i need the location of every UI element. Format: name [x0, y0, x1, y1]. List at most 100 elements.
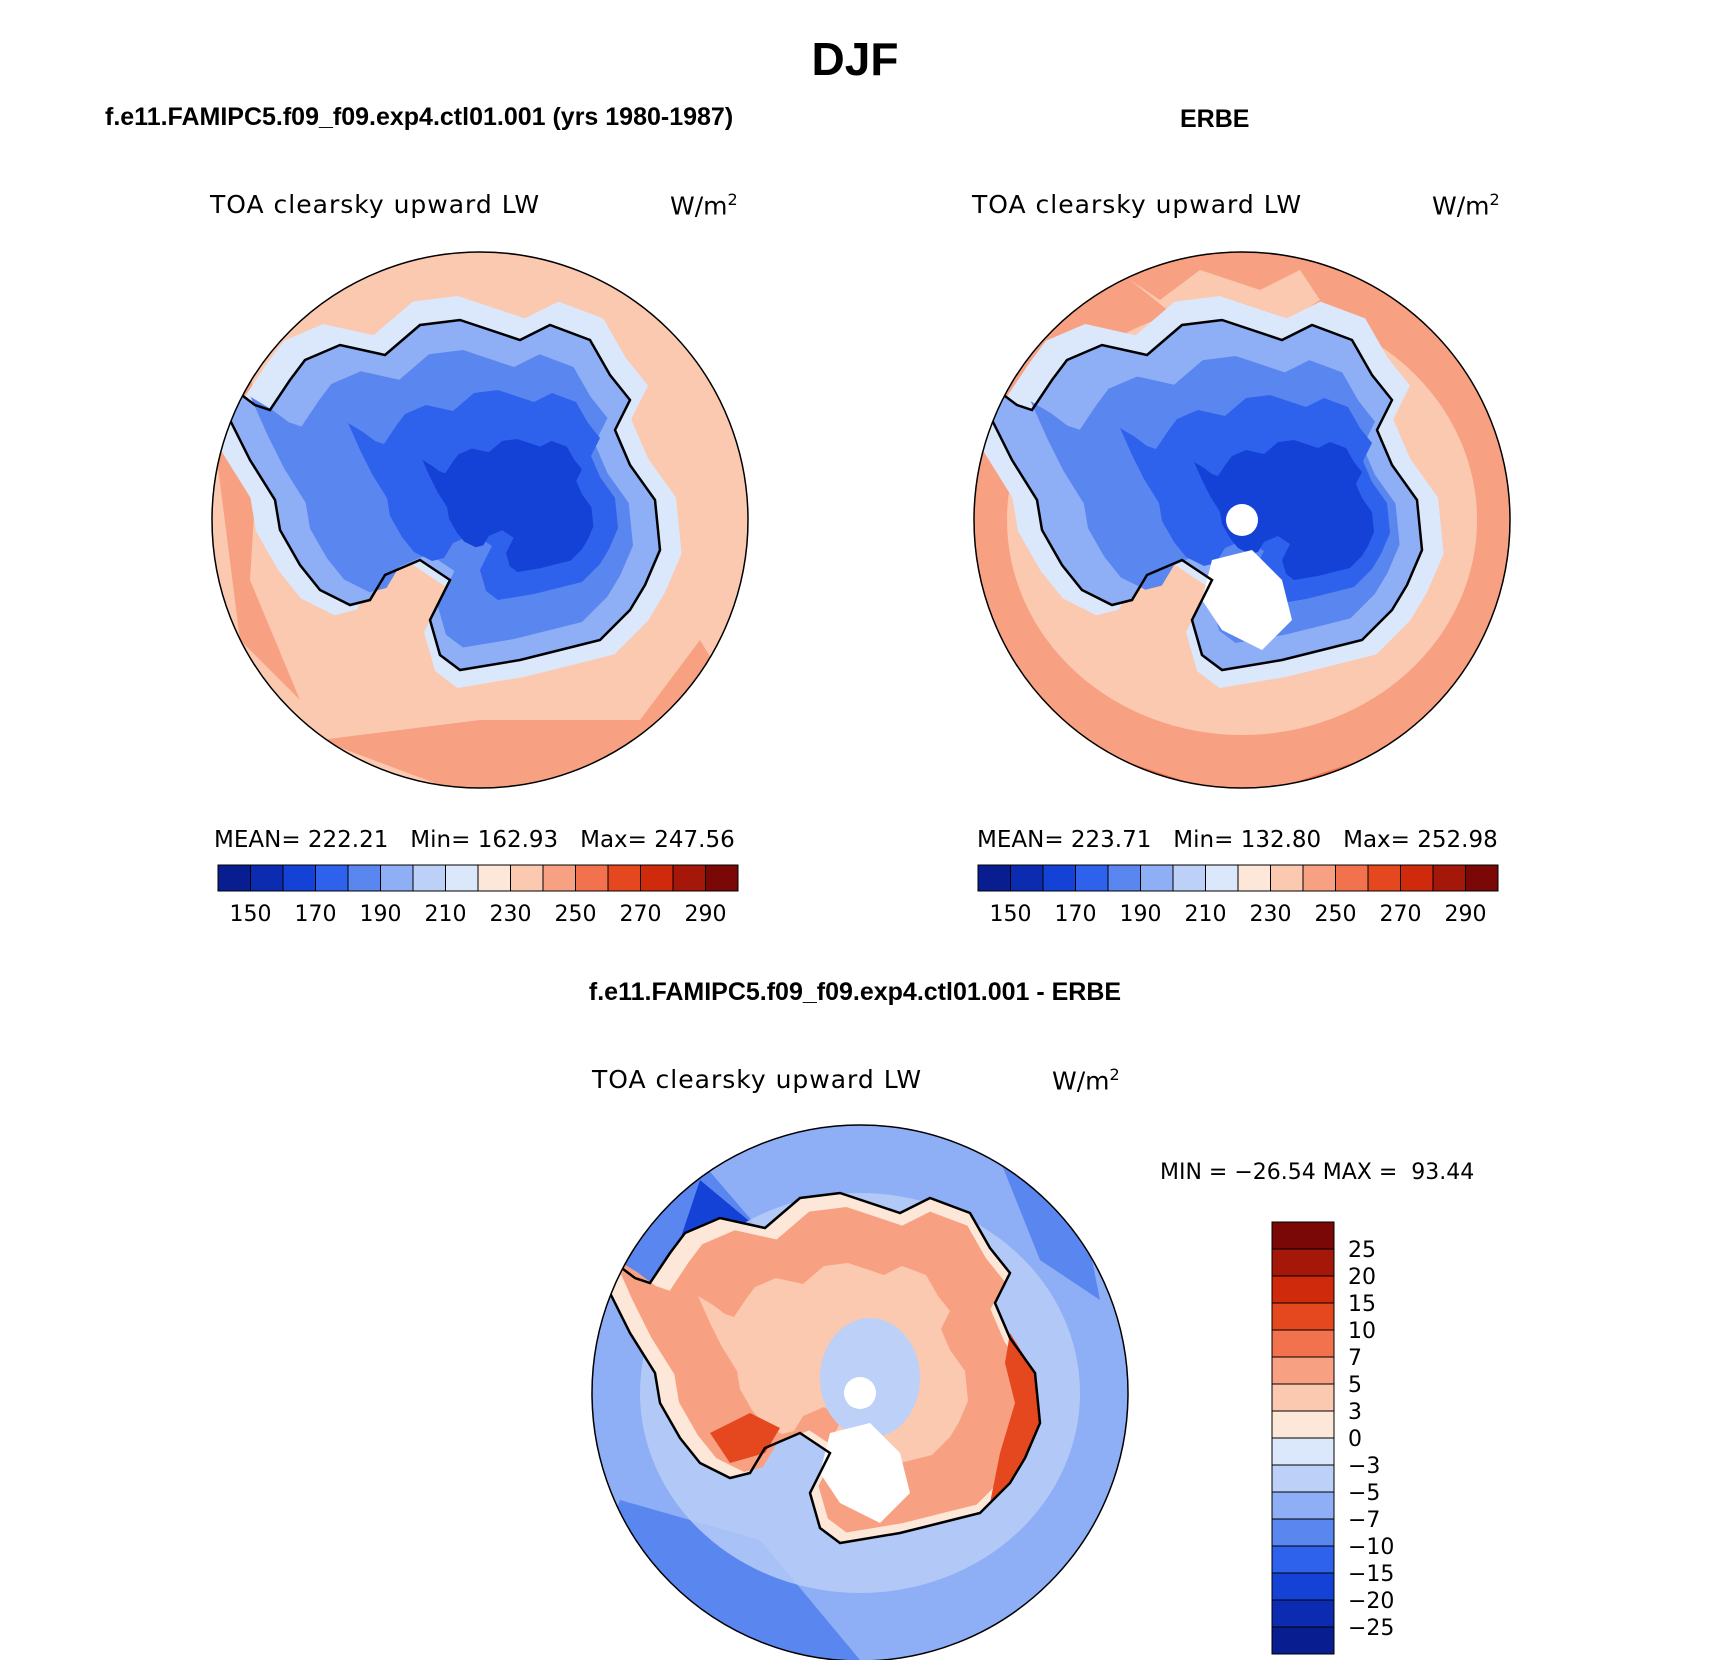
figure-title: DJF — [811, 33, 899, 85]
colorbar-left-tick-label: 170 — [295, 902, 337, 927]
diff-units: W/m2 — [1052, 1065, 1120, 1095]
colorbar-diff-tick-label: −20 — [1348, 1589, 1394, 1614]
units-text: W/m — [670, 191, 728, 221]
map-erbe — [973, 251, 1511, 789]
colorbar-right-tick-label: 190 — [1120, 902, 1162, 927]
colorbar-left-swatch — [542, 864, 576, 892]
map-border — [973, 251, 1511, 789]
colorbar-diff-tick-label: −5 — [1348, 1481, 1380, 1506]
missing-data — [1202, 550, 1292, 650]
colorbar-left-tick-label: 230 — [490, 902, 532, 927]
colorbar-right-swatch — [977, 864, 1011, 892]
colorbar-left-swatch — [380, 864, 414, 892]
colorbar-left-swatch — [412, 864, 446, 892]
colorbar-left-swatch — [575, 864, 609, 892]
colorbar-diff-swatch — [1271, 1518, 1335, 1547]
colorbar-left-tick-label: 270 — [620, 902, 662, 927]
colorbar-right-tick-label: 290 — [1445, 902, 1487, 927]
colorbar-right-tick-label: 210 — [1185, 902, 1227, 927]
colorbar-right-tick-label: 150 — [990, 902, 1032, 927]
colorbar-diff-tick-label: 25 — [1348, 1238, 1376, 1263]
colorbar-right-swatch — [1205, 864, 1239, 892]
colorbar-diff-swatch — [1271, 1356, 1335, 1385]
colorbar-right-swatch — [1042, 864, 1076, 892]
colorbar-left-swatch — [445, 864, 479, 892]
colorbar-diff-tick-label: 0 — [1348, 1427, 1362, 1452]
panel-right-units: W/m2 — [1432, 190, 1500, 220]
colorbar-left-swatch — [640, 864, 674, 892]
colorbar-left-swatch — [282, 864, 316, 892]
diff-header: f.e11.FAMIPC5.f09_f09.exp4.ctl01.001 - E… — [588, 978, 1122, 1006]
colorbar-right-swatch — [1367, 864, 1401, 892]
colorbar-right-swatch — [1075, 864, 1109, 892]
colorbar-left-swatch — [315, 864, 349, 892]
panel-left-units: W/m2 — [670, 190, 738, 220]
colorbar-right-tick-label: 170 — [1055, 902, 1097, 927]
missing-data — [820, 1423, 910, 1523]
colorbar-right-tick-label: 250 — [1315, 902, 1357, 927]
colorbar-right-swatch — [1237, 864, 1271, 892]
colorbar-diff-swatch — [1271, 1464, 1335, 1493]
colorbar-left-tick-label: 250 — [555, 902, 597, 927]
colorbar-left-swatch — [705, 864, 739, 892]
colorbar-left-tick-label: 190 — [360, 902, 402, 927]
colorbar-diff-tick-label: 5 — [1348, 1373, 1362, 1398]
units-text: W/m — [1432, 191, 1490, 221]
diff-minmax: MIN = −26.54 MAX = 93.44 — [1160, 1160, 1475, 1185]
diff-variable: TOA clearsky upward LW — [592, 1065, 923, 1094]
colorbar-right-swatch — [1172, 864, 1206, 892]
colorbar-diff-tick-label: 20 — [1348, 1265, 1376, 1290]
colorbar-diff-swatch — [1271, 1302, 1335, 1331]
colorbar-diff-swatch — [1271, 1437, 1335, 1466]
colorbar-left-tick-label: 290 — [685, 902, 727, 927]
panel-left-header: f.e11.FAMIPC5.f09_f09.exp4.ctl01.001 (yr… — [105, 103, 734, 131]
colorbar-diff-swatch — [1271, 1626, 1335, 1655]
colorbar-diff-tick-label: 7 — [1348, 1346, 1362, 1371]
colorbar-diff-tick-label: −3 — [1348, 1454, 1380, 1479]
colorbar-diff-tick-label: −7 — [1348, 1508, 1380, 1533]
colorbar-diff-tick-label: −15 — [1348, 1562, 1394, 1587]
colorbar-diff-swatch — [1271, 1545, 1335, 1574]
panel-right-header: ERBE — [1180, 105, 1250, 133]
colorbar-left-swatch — [217, 864, 251, 892]
cold-anomaly — [1000, 1160, 1100, 1300]
units-text: W/m — [1052, 1066, 1110, 1096]
map-border — [211, 251, 749, 789]
colorbar-diff-swatch — [1271, 1383, 1335, 1412]
colorbar-diff-swatch — [1271, 1572, 1335, 1601]
pole-hole — [844, 1377, 876, 1409]
colorbar-diff-tick-label: 10 — [1348, 1319, 1376, 1344]
colorbar-right-swatch — [1465, 864, 1499, 892]
colorbar-right-swatch — [1107, 864, 1141, 892]
colorbar-right-swatch — [1335, 864, 1369, 892]
map-difference — [591, 1124, 1129, 1660]
colorbar-right: 150 170 190 210 230 250 270 290 — [977, 864, 1499, 927]
colorbar-left-swatch — [477, 864, 511, 892]
panel-right-variable: TOA clearsky upward LW — [972, 190, 1303, 219]
units-sup: 2 — [1489, 190, 1500, 209]
colorbar-diff-swatch — [1271, 1329, 1335, 1358]
colorbar-right-swatch — [1140, 864, 1174, 892]
colorbar-diff-tick-label: −10 — [1348, 1535, 1394, 1560]
colorbar-left-tick-label: 150 — [230, 902, 272, 927]
colorbar-left-swatch — [672, 864, 706, 892]
colorbar-left-swatch — [607, 864, 641, 892]
colorbar-right-swatch — [1432, 864, 1466, 892]
colorbar-left: 150 170 190 210 230 250 270 290 — [217, 864, 739, 927]
units-sup: 2 — [727, 190, 738, 209]
colorbar-left-tick-label: 210 — [425, 902, 467, 927]
colorbar-diff-swatch — [1271, 1599, 1335, 1628]
colorbar-diff-tick-label: 15 — [1348, 1292, 1376, 1317]
colorbar-right-tick-label: 230 — [1250, 902, 1292, 927]
colorbar-right-swatch — [1302, 864, 1336, 892]
colorbar-diff-swatch — [1271, 1221, 1335, 1250]
colorbar-diff-swatch — [1271, 1491, 1335, 1520]
shading — [820, 1318, 920, 1438]
map-border — [591, 1124, 1129, 1660]
colorbar-diff-tick-label: −25 — [1348, 1616, 1394, 1641]
colorbar-diff-swatch — [1271, 1275, 1335, 1304]
colorbar-right-tick-label: 270 — [1380, 902, 1422, 927]
colorbar-diff-swatch — [1271, 1410, 1335, 1439]
